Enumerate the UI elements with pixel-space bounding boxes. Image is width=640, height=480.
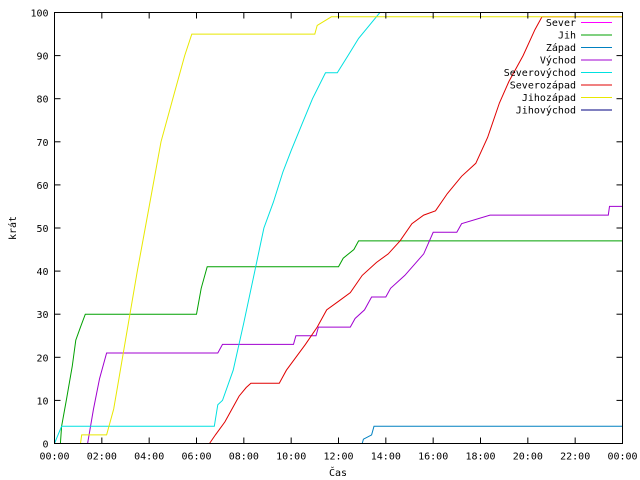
legend-label: Jih <box>558 31 576 42</box>
legend-label: Jihovýchod <box>516 105 576 117</box>
legend-label: Východ <box>540 55 576 67</box>
x-tick-label: 20:00 <box>513 452 543 463</box>
legend-label: Západ <box>546 42 576 54</box>
x-tick-label: 00:00 <box>607 452 637 463</box>
series-line-severozápad <box>209 16 623 444</box>
legend-label: Severozápad <box>510 80 576 92</box>
x-tick-label: 08:00 <box>229 452 259 463</box>
x-tick-label: 12:00 <box>323 452 353 463</box>
y-tick-label: 90 <box>36 52 48 63</box>
x-tick-label: 14:00 <box>371 452 401 463</box>
legend-label: Severovýchod <box>504 67 576 79</box>
y-tick-label: 0 <box>42 440 48 451</box>
legend-label: Jihozápad <box>522 92 576 104</box>
series-line-severovýchod <box>54 12 623 444</box>
y-tick-label: 30 <box>36 310 48 321</box>
y-tick-label: 100 <box>30 9 48 20</box>
x-tick-label: 06:00 <box>181 452 211 463</box>
x-tick-label: 00:00 <box>39 452 69 463</box>
y-tick-label: 60 <box>36 181 48 192</box>
legend-label: Sever <box>546 18 576 29</box>
axis-ticks: 0 10 20 30 40 50 60 70 80 90 100 00:00 02:00 04:00 06:… <box>30 9 637 463</box>
legend: Sever JihZápadVýchodSeverovýchodSeverozáp… <box>504 18 612 117</box>
x-tick-label: 02:00 <box>87 452 117 463</box>
y-axis-label: krát <box>7 216 19 240</box>
series-line-jihozápad <box>80 16 623 444</box>
y-tick-label: 20 <box>36 353 48 364</box>
x-tick-label: 18:00 <box>465 452 495 463</box>
x-tick-label: 16:00 <box>418 452 448 463</box>
x-axis-label: Čas <box>329 466 347 479</box>
series-line-západ <box>361 425 623 444</box>
x-tick-label: 22:00 <box>560 452 590 463</box>
y-tick-label: 50 <box>36 224 48 235</box>
chart-marks <box>54 12 623 444</box>
x-tick-label: 10:00 <box>276 452 306 463</box>
series-line-východ <box>87 205 623 444</box>
y-tick-label: 70 <box>36 138 48 149</box>
y-tick-label: 10 <box>36 396 48 407</box>
y-tick-label: 80 <box>36 95 48 106</box>
x-tick-label: 04:00 <box>134 452 164 463</box>
series-line-jih <box>54 240 623 444</box>
plot-frame <box>54 12 623 444</box>
y-tick-label: 40 <box>36 267 48 278</box>
